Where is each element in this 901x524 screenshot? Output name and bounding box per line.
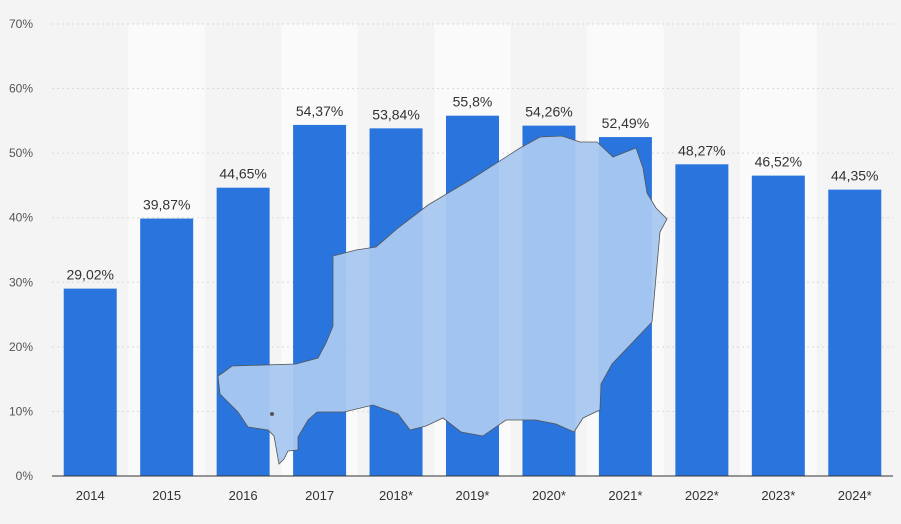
data-label: 39,87% <box>143 197 190 213</box>
y-tick-label: 10% <box>9 404 33 418</box>
data-label: 29,02% <box>66 267 113 283</box>
y-tick-label: 60% <box>9 82 33 96</box>
x-tick-label: 2024* <box>838 488 872 503</box>
map-capital-dot <box>270 412 274 416</box>
x-tick-label: 2014 <box>76 488 105 503</box>
bar-2014 <box>63 288 117 476</box>
data-label: 54,37% <box>296 103 343 119</box>
x-tick-label: 2018* <box>379 488 413 503</box>
x-tick-label: 2019* <box>456 488 490 503</box>
x-axis-ticks: 2014 2015 2016 2017 2018* 2019* 2020* 2021* 2022… <box>76 488 872 503</box>
bar-2022 <box>675 164 729 476</box>
x-tick-label: 2015 <box>152 488 181 503</box>
data-label: 44,35% <box>831 168 878 184</box>
y-tick-label: 50% <box>9 146 33 160</box>
y-tick-label: 0% <box>16 469 34 483</box>
data-label: 52,49% <box>602 115 649 131</box>
data-label: 54,26% <box>525 104 572 120</box>
bar-2015 <box>140 218 194 476</box>
y-axis-ticks: 0% 10% 20% 30% 40% 50% 60% 70% <box>9 17 33 483</box>
data-label: 48,27% <box>678 142 725 158</box>
y-tick-label: 20% <box>9 340 33 354</box>
bar-2024 <box>828 189 882 476</box>
data-label: 46,52% <box>755 154 802 170</box>
x-tick-label: 2020* <box>532 488 566 503</box>
bar-2016 <box>216 187 270 476</box>
y-tick-label: 30% <box>9 275 33 289</box>
x-tick-label: 2016 <box>229 488 258 503</box>
data-label: 55,8% <box>453 94 493 110</box>
data-label: 44,65% <box>219 166 266 182</box>
data-labels: 29,02% 39,87% 44,65% 54,37% 53,84% 55,8% 54,26… <box>66 94 878 283</box>
bar-2023 <box>751 175 805 476</box>
x-tick-label: 2021* <box>608 488 642 503</box>
y-tick-label: 70% <box>9 17 33 31</box>
y-tick-label: 40% <box>9 211 33 225</box>
data-label: 53,84% <box>372 106 419 122</box>
x-tick-label: 2022* <box>685 488 719 503</box>
x-tick-label: 2017 <box>305 488 334 503</box>
x-tick-label: 2023* <box>761 488 795 503</box>
country-map-silhouette <box>217 135 668 465</box>
